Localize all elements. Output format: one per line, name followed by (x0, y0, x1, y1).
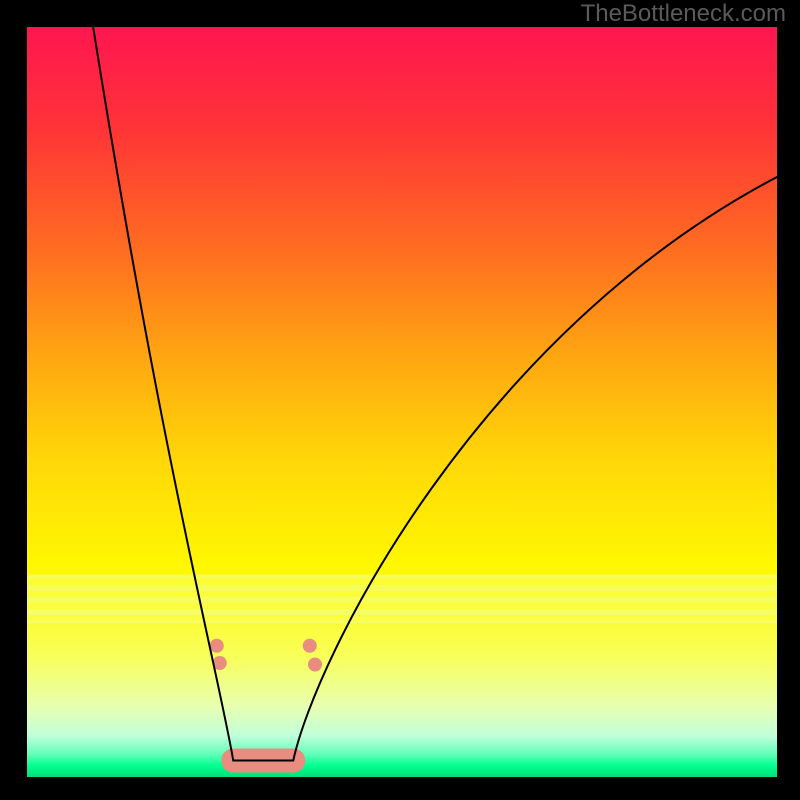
bottleneck-chart (27, 27, 777, 777)
valley-shoulder-marker (303, 639, 317, 653)
gradient-background (27, 27, 777, 777)
valley-shoulder-marker (210, 639, 224, 653)
hatched-band (27, 575, 777, 624)
watermark-label: TheBottleneck.com (581, 0, 786, 28)
valley-shoulder-marker (308, 658, 322, 672)
